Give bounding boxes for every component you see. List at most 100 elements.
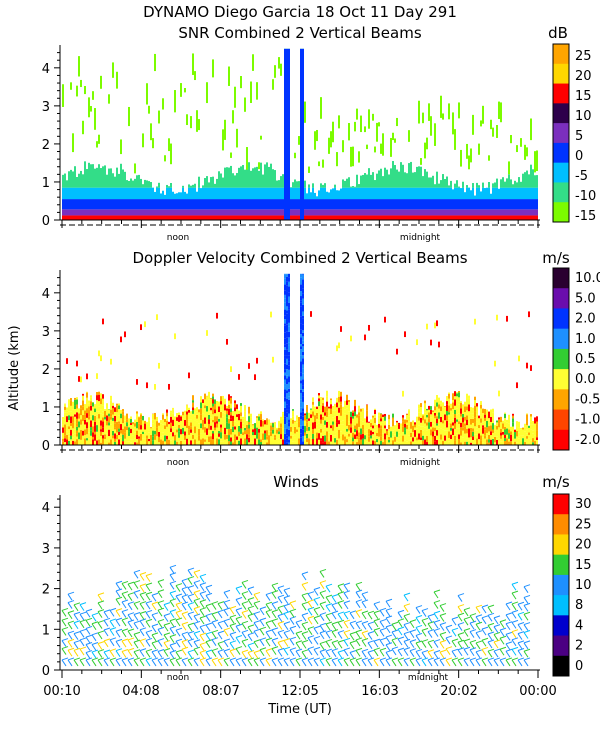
wind-barb bbox=[163, 634, 169, 642]
snr-cell bbox=[314, 131, 316, 150]
snr-cell bbox=[72, 215, 74, 220]
wind-barb bbox=[241, 649, 249, 653]
doppler-cell bbox=[532, 438, 534, 443]
wind-barb bbox=[445, 657, 453, 661]
doppler-cell bbox=[300, 302, 302, 307]
snr-cell bbox=[312, 187, 314, 200]
wind-barb bbox=[313, 589, 319, 596]
snr-cell bbox=[472, 114, 474, 135]
doppler-cell bbox=[258, 420, 260, 425]
snr-cell bbox=[150, 199, 152, 210]
doppler-cell bbox=[180, 416, 182, 421]
snr-cell bbox=[530, 199, 532, 210]
wind-barb bbox=[259, 637, 267, 641]
doppler-cell bbox=[420, 403, 422, 408]
snr-cell bbox=[296, 187, 298, 200]
doppler-cell bbox=[230, 418, 232, 422]
doppler-cell bbox=[132, 435, 134, 440]
doppler-cell bbox=[456, 392, 458, 394]
wind-barb bbox=[235, 618, 241, 625]
x-tick-label: 04:08 bbox=[122, 684, 159, 699]
doppler-cell bbox=[288, 413, 290, 420]
doppler-cell bbox=[222, 434, 224, 442]
wind-barb bbox=[79, 657, 87, 661]
wind-barb bbox=[247, 597, 255, 601]
wind-barb bbox=[493, 657, 501, 661]
wind-barb bbox=[373, 627, 381, 631]
doppler-cell bbox=[484, 414, 486, 418]
wind-barb bbox=[67, 602, 73, 609]
snr-cell bbox=[380, 187, 382, 200]
doppler-cell bbox=[126, 435, 128, 442]
doppler-cell bbox=[268, 431, 270, 436]
snr-cell bbox=[410, 199, 412, 210]
x-axis-label: Time (UT) bbox=[267, 702, 332, 717]
wind-barb bbox=[127, 592, 135, 596]
snr-cell bbox=[488, 215, 490, 220]
snr-cell bbox=[68, 209, 70, 216]
snr-cell bbox=[320, 209, 322, 216]
doppler-cell bbox=[516, 426, 518, 431]
snr-cell bbox=[184, 88, 186, 93]
doppler-cell bbox=[388, 429, 390, 432]
wind-barb bbox=[409, 639, 417, 643]
doppler-cell bbox=[452, 428, 454, 436]
wind-barb bbox=[289, 618, 295, 625]
wind-barb bbox=[175, 585, 181, 592]
wind-barb bbox=[343, 637, 351, 641]
doppler-cell bbox=[208, 394, 210, 400]
doppler-cell bbox=[428, 428, 430, 436]
wind-barb bbox=[79, 637, 87, 641]
doppler-cell bbox=[458, 407, 460, 414]
doppler-cell bbox=[266, 430, 268, 437]
snr-cell bbox=[136, 209, 138, 216]
doppler-cell bbox=[122, 434, 124, 442]
doppler-cell bbox=[420, 407, 422, 413]
wind-barb bbox=[211, 619, 219, 623]
doppler-cell bbox=[370, 430, 372, 436]
snr-cell bbox=[434, 123, 436, 146]
snr-cell bbox=[190, 199, 192, 210]
doppler-cell bbox=[396, 431, 398, 437]
doppler-cell bbox=[302, 385, 304, 390]
snr-cell bbox=[96, 209, 98, 216]
doppler-cell bbox=[204, 411, 206, 418]
snr-cell bbox=[448, 187, 450, 200]
snr-cell bbox=[466, 215, 468, 220]
doppler-cell bbox=[488, 420, 490, 427]
wind-barb bbox=[475, 630, 483, 634]
doppler-cell bbox=[380, 421, 382, 426]
doppler-cell bbox=[326, 411, 328, 417]
doppler-cell bbox=[156, 427, 158, 430]
doppler-cell bbox=[390, 426, 392, 432]
doppler-cell bbox=[464, 416, 466, 421]
doppler-cell bbox=[450, 415, 452, 421]
snr-cell bbox=[500, 187, 502, 200]
doppler-cell bbox=[300, 415, 302, 420]
doppler-cell bbox=[208, 404, 210, 412]
snr-cell bbox=[384, 187, 386, 200]
wind-barb bbox=[343, 640, 349, 647]
doppler-cell bbox=[216, 432, 218, 439]
wind-barb bbox=[109, 648, 117, 652]
doppler-cell bbox=[244, 438, 246, 445]
doppler-cell bbox=[202, 399, 204, 403]
doppler-cell bbox=[196, 414, 198, 419]
wind-barb bbox=[211, 611, 219, 615]
doppler-cell bbox=[454, 405, 456, 410]
snr-cell bbox=[200, 188, 202, 200]
snr-cell bbox=[208, 209, 210, 216]
doppler-cell bbox=[230, 415, 232, 419]
wind-barb bbox=[325, 641, 331, 648]
colorbar-tick-label: 25 bbox=[575, 49, 592, 64]
wind-barb bbox=[79, 611, 87, 615]
wind-barb bbox=[391, 646, 399, 650]
doppler-cell bbox=[306, 427, 308, 431]
wind-barb bbox=[199, 642, 207, 646]
wind-barb bbox=[523, 657, 531, 661]
snr-cell bbox=[480, 191, 482, 200]
doppler-cell bbox=[284, 349, 286, 356]
doppler-cell bbox=[252, 441, 254, 445]
snr-cell bbox=[70, 187, 72, 200]
snr-cell bbox=[498, 215, 500, 220]
